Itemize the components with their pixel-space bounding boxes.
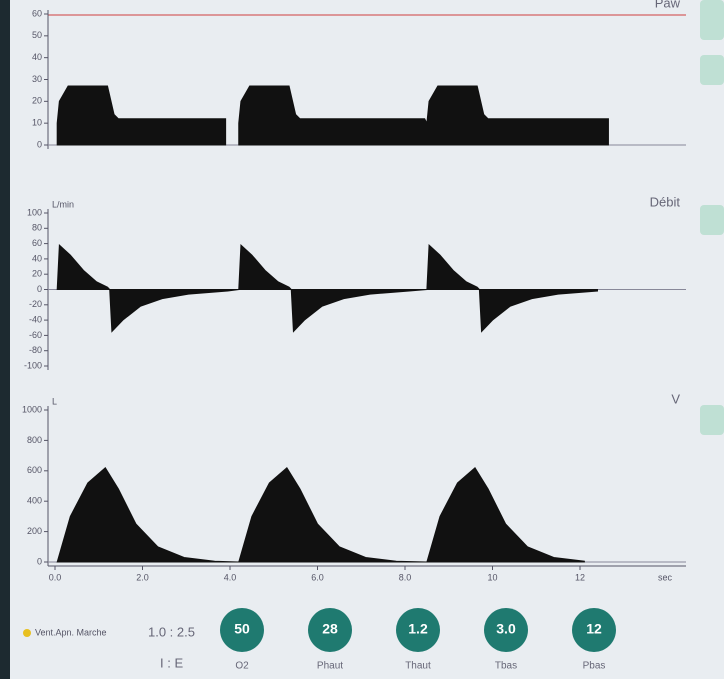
y-tick-label: 40: [32, 253, 42, 263]
y-unit: L: [52, 396, 57, 406]
y-tick-label: 10: [32, 118, 42, 128]
setting-label: Pbas: [583, 661, 606, 672]
y-tick-label: 20: [32, 269, 42, 279]
y-tick-label: 1000: [22, 404, 42, 414]
status-led: [23, 629, 31, 637]
x-tick-label: 4.0: [224, 572, 237, 582]
y-tick-label: 100: [27, 207, 42, 217]
x-tick-label: 10: [487, 572, 497, 582]
ie-ratio: 1.0 : 2.5: [148, 624, 195, 639]
y-tick-label: 600: [27, 465, 42, 475]
panel-title: Débit: [650, 194, 681, 209]
y-tick-label: 200: [27, 526, 42, 536]
setting-value: 3.0: [496, 621, 516, 637]
x-tick-label: 8.0: [399, 572, 412, 582]
ventilator-screen: Vent.Apn. Marche 1.0 : 2.5 I : E 0 10 20 30…: [0, 0, 724, 679]
setting-value: 1.2: [408, 621, 428, 637]
x-tick-label: 0.0: [49, 572, 62, 582]
setting-value: 50: [234, 621, 250, 637]
y-tick-label: 0: [37, 284, 42, 294]
y-tick-label: 80: [32, 223, 42, 233]
setting-value: 12: [586, 621, 602, 637]
x-tick-label: 12: [575, 572, 585, 582]
setting-label: Tbas: [495, 661, 517, 672]
ie-label: I : E: [160, 655, 183, 670]
y-tick-label: 60: [32, 238, 42, 248]
y-tick-label: -100: [24, 360, 42, 370]
page: Vent.Apn. Marche 1.0 : 2.5 I : E 0 10 20 30…: [0, 0, 724, 679]
y-tick-label: 50: [32, 30, 42, 40]
y-tick-label: 40: [32, 52, 42, 62]
panel-title: Paw: [655, 0, 681, 10]
y-tick-label: 0: [37, 139, 42, 149]
y-tick-label: 800: [27, 435, 42, 445]
y-tick-label: 0: [37, 556, 42, 566]
mode-label: Vent.Apn. Marche: [35, 627, 107, 637]
setting-label: Phaut: [317, 661, 343, 672]
side-button[interactable]: [700, 55, 724, 85]
x-unit: sec: [658, 572, 673, 582]
y-tick-label: -60: [29, 330, 42, 340]
panel-title: V: [671, 391, 680, 406]
side-button[interactable]: [700, 405, 724, 435]
y-tick-label: 30: [32, 74, 42, 84]
setting-label: O2: [235, 661, 249, 672]
y-tick-label: -20: [29, 299, 42, 309]
screen-bg: [10, 0, 724, 679]
y-tick-label: 60: [32, 8, 42, 18]
y-tick-label: -40: [29, 314, 42, 324]
x-tick-label: 2.0: [136, 572, 149, 582]
setting-value: 28: [322, 621, 338, 637]
x-tick-label: 6.0: [311, 572, 324, 582]
setting-label: Thaut: [405, 661, 431, 672]
y-tick-label: 400: [27, 496, 42, 506]
y-tick-label: 20: [32, 96, 42, 106]
y-tick-label: -80: [29, 345, 42, 355]
side-button[interactable]: [700, 205, 724, 235]
side-button[interactable]: [700, 0, 724, 40]
y-unit: L/min: [52, 199, 74, 209]
